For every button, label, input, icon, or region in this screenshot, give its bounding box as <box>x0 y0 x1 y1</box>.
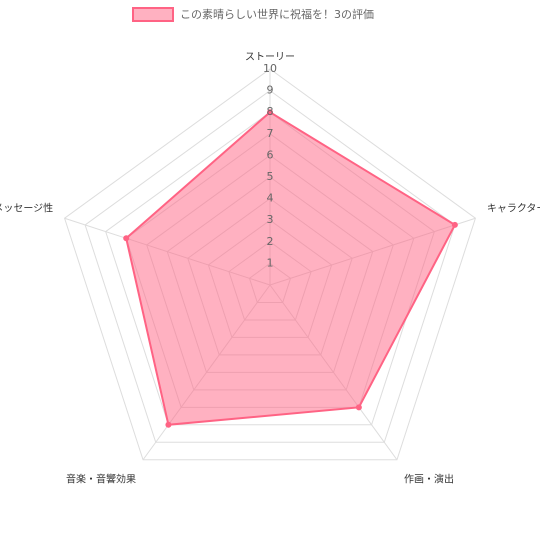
category-label: キャラクター <box>487 203 540 215</box>
r-tick-label: 8 <box>267 105 274 118</box>
r-tick-label: 10 <box>263 62 277 75</box>
legend-label: この素晴らしい世界に祝福を！3の評価 <box>180 7 374 21</box>
r-tick-label: 9 <box>267 84 274 97</box>
r-tick-label: 1 <box>267 256 274 269</box>
r-tick-label: 7 <box>267 127 274 140</box>
data-point <box>165 421 172 428</box>
category-label: メッセージ性 <box>0 202 53 215</box>
r-tick-label: 6 <box>267 148 274 161</box>
category-label: 音楽・音響効果 <box>66 472 136 485</box>
data-point <box>267 109 273 116</box>
category-label: 作画・演出 <box>404 472 454 485</box>
legend-swatch <box>132 7 174 22</box>
grid-ring <box>84 89 456 443</box>
data-point <box>355 404 362 411</box>
r-tick-label: 2 <box>267 235 274 248</box>
category-label: ストーリー <box>245 52 295 63</box>
data-area <box>125 110 457 426</box>
data-point <box>451 221 458 228</box>
data-point <box>123 235 130 242</box>
r-tick-label: 5 <box>267 170 274 183</box>
grid-ring <box>63 68 477 461</box>
r-tick-label: 4 <box>267 192 274 205</box>
r-tick-label: 3 <box>267 213 274 226</box>
